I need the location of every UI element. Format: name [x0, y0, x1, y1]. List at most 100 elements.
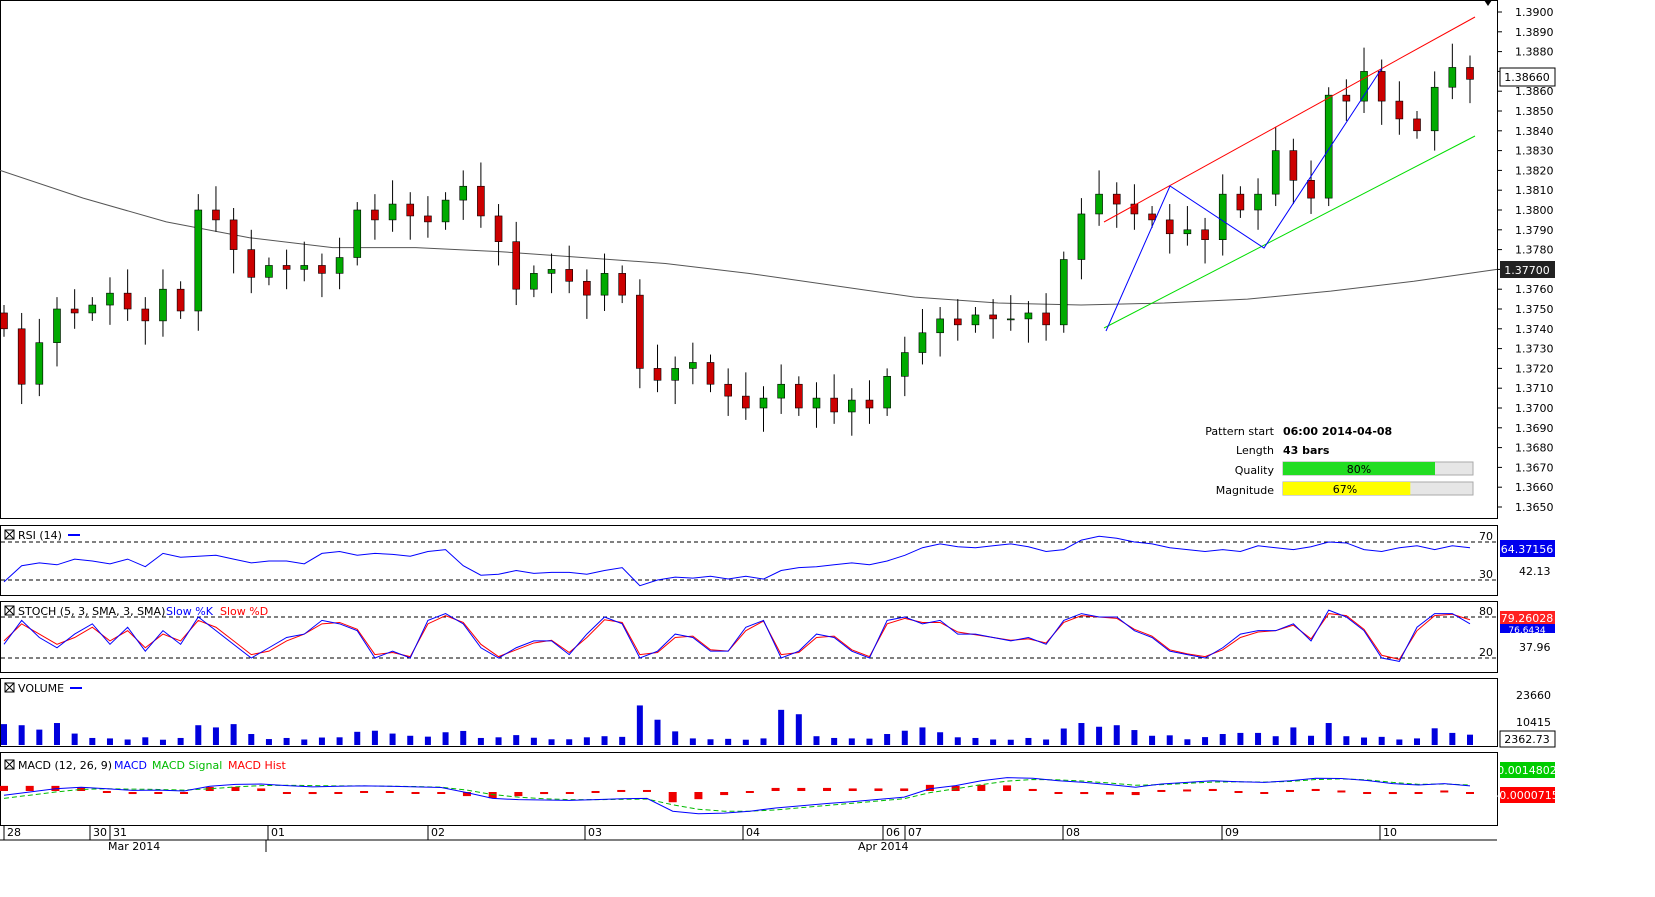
- price-tick-label: 1.3850: [1515, 105, 1554, 118]
- volume-bar: [1396, 739, 1403, 745]
- macd-legend-signal: MACD Signal: [152, 759, 222, 772]
- candle: [989, 299, 997, 339]
- macd-hist-bar: [823, 787, 832, 791]
- macd-hist-bar: [1285, 789, 1294, 792]
- macd-hist-bar: [1234, 791, 1243, 793]
- rsi-level-70-label: 70: [1479, 530, 1493, 543]
- volume-bar: [725, 738, 732, 745]
- channel-upper-line: [1103, 16, 1476, 223]
- candle: [936, 307, 944, 357]
- rsi-panel-frame: [0, 525, 1498, 596]
- candle: [441, 192, 450, 230]
- volume-header: VOLUME: [4, 682, 82, 695]
- macd-title: MACD (12, 26, 9): [18, 759, 112, 772]
- day-label: 01: [271, 826, 285, 839]
- volume-bar: [1113, 725, 1120, 745]
- scroll-marker-icon[interactable]: [1484, 0, 1492, 6]
- candle: [300, 241, 309, 282]
- ma-badge: 1.37700: [1500, 261, 1555, 278]
- price-tick-label: 1.3860: [1515, 85, 1554, 98]
- macd-hist-bar: [1388, 792, 1397, 795]
- stoch-d-line: [3, 613, 1471, 660]
- volume-bar: [1272, 736, 1279, 745]
- candle: [123, 269, 132, 321]
- macd-badges: 0.0014802 -0.0000715: [1495, 762, 1559, 803]
- volume-bar: [1, 724, 7, 745]
- candle: [1466, 55, 1474, 104]
- time-axis: 28 30 31 01 02 03 04 06 07 08 09 10 Mar 2014 Apr 2014: [0, 826, 1497, 853]
- candle: [194, 194, 203, 331]
- macd-panel-frame: [0, 752, 1498, 826]
- pattern-start-label: Pattern start: [1205, 425, 1274, 438]
- macd-hist-bar: [668, 792, 677, 803]
- candle: [1236, 186, 1245, 218]
- volume-bar: [1043, 739, 1050, 745]
- volume-bar: [371, 730, 378, 745]
- rsi-level-30-label: 30: [1479, 568, 1493, 581]
- macd-line: [3, 777, 1471, 815]
- volume-bar: [972, 737, 979, 745]
- volume-bar: [354, 731, 361, 745]
- candle: [812, 382, 821, 428]
- volume-bar: [654, 719, 661, 745]
- day-label: 09: [1225, 826, 1239, 839]
- volume-bar: [36, 729, 43, 745]
- volume-bar: [124, 739, 131, 745]
- candle: [106, 277, 114, 325]
- candle: [1430, 71, 1439, 151]
- candle: [689, 342, 697, 385]
- candle: [1271, 126, 1280, 207]
- volume-bar: [212, 727, 219, 745]
- candle: [1165, 204, 1174, 254]
- volume-bar: [18, 725, 25, 745]
- pattern-quality-value: 80%: [1347, 463, 1371, 476]
- price-tick-label: 1.3710: [1515, 382, 1554, 395]
- volume-bar: [1467, 734, 1473, 745]
- price-panel-frame: [0, 0, 1498, 519]
- pattern-info: Pattern start 06:00 2014-04-08 Length 43…: [1205, 425, 1474, 497]
- price-tick-label: 1.3780: [1515, 244, 1554, 257]
- stoch-badges: 79.26028 76.6434: [1500, 611, 1555, 636]
- macd-hist-bar: [488, 792, 497, 799]
- candle: [1201, 217, 1209, 264]
- volume-bar: [1431, 728, 1438, 745]
- candle: [547, 253, 556, 294]
- volume-bar: [1149, 735, 1156, 745]
- macd-hist-bar: [900, 788, 909, 791]
- volume-bar: [778, 709, 785, 745]
- macd-hist-bar: [565, 792, 574, 794]
- macd-hist-bar: [694, 792, 703, 800]
- macd-hist-bar: [1131, 792, 1140, 796]
- macd-hist-bar: [720, 792, 729, 796]
- pattern-quality-label: Quality: [1235, 464, 1275, 477]
- ma-badge-text: 1.37700: [1504, 264, 1550, 277]
- price-tick-label: 1.3650: [1515, 501, 1554, 514]
- candle: [335, 237, 344, 290]
- price-tick-label: 1.3670: [1515, 461, 1554, 474]
- volume-bar: [1361, 737, 1368, 745]
- volume-bar: [159, 739, 166, 745]
- candle: [848, 388, 856, 436]
- volume-tick-high: 23660: [1516, 689, 1551, 702]
- zigzag-pattern-line: [1105, 67, 1383, 332]
- candle: [459, 170, 468, 220]
- macd-hist-bar: [1440, 790, 1449, 793]
- volume-badge-text: 2362.73: [1504, 733, 1550, 746]
- volume-bar: [530, 737, 537, 745]
- macd-hist-bar: [282, 792, 291, 794]
- candle: [583, 269, 591, 319]
- candle: [0, 305, 8, 337]
- stoch-panel-frame: [0, 601, 1498, 673]
- candle: [600, 253, 609, 311]
- rsi-badge-text: 64.37156: [1501, 543, 1554, 556]
- macd-hist-bar: [771, 787, 780, 791]
- candle: [1183, 206, 1192, 246]
- price-tick-label: 1.3810: [1515, 184, 1554, 197]
- candle: [35, 318, 44, 397]
- macd-hist-bar: [128, 792, 137, 795]
- macd-signal-line: [3, 778, 1471, 812]
- price-tick-label: 1.3750: [1515, 303, 1554, 316]
- candle: [1148, 206, 1156, 228]
- candle: [530, 265, 538, 298]
- macd-hist-bar: [1157, 789, 1166, 792]
